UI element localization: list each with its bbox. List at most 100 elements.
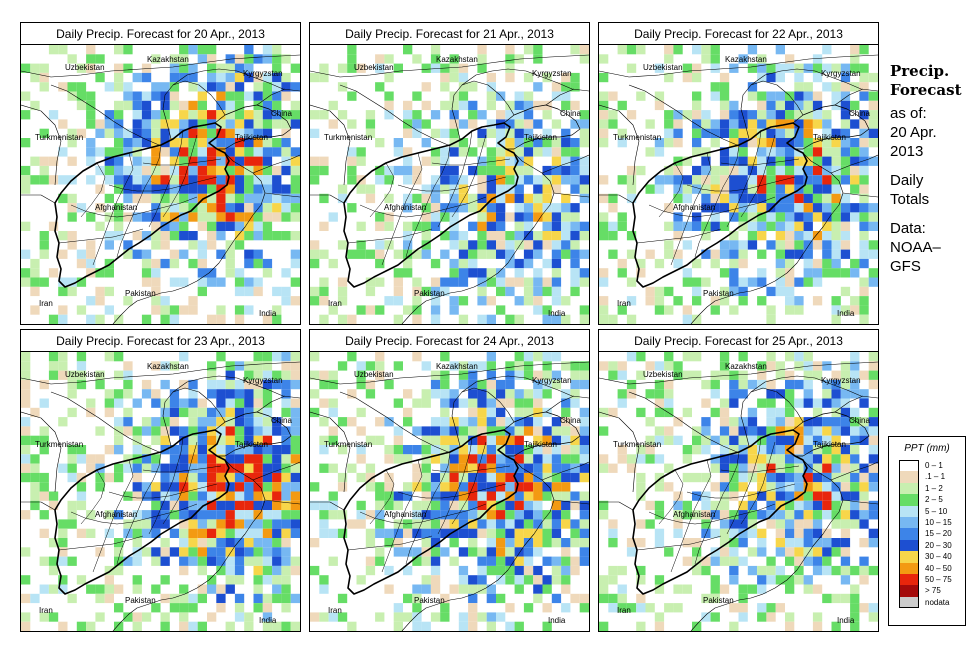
precip-cell: [95, 184, 105, 194]
precip-cell: [570, 556, 580, 566]
precip-cell: [738, 175, 748, 185]
precip-cell: [365, 556, 376, 566]
precip-cell: [188, 547, 198, 557]
precip-cell: [225, 203, 235, 213]
precip-cell: [337, 593, 348, 604]
precip-cell: [253, 491, 263, 501]
country-label-pakistan: Pakistan: [414, 596, 445, 605]
precip-cell: [682, 221, 692, 231]
precip-cell: [570, 454, 580, 464]
precip-cell: [290, 361, 300, 371]
precip-cell: [48, 612, 59, 622]
precip-cell: [505, 510, 515, 520]
precip-cell: [682, 175, 692, 185]
precip-cell: [169, 528, 180, 538]
precip-cell: [477, 240, 487, 250]
precip-cell: [496, 128, 506, 138]
precip-cell: [636, 472, 646, 483]
precip-cell: [785, 277, 795, 287]
legend-swatch: [899, 596, 919, 609]
precip-cell: [76, 361, 87, 371]
precip-cell: [561, 212, 571, 222]
country-border: [21, 88, 300, 204]
precip-cell: [440, 249, 450, 259]
precip-cell: [579, 221, 589, 231]
precip-cell: [868, 500, 878, 511]
precip-cell: [477, 314, 487, 324]
precip-cell: [290, 472, 300, 483]
precip-cell: [831, 398, 841, 408]
precip-cell: [468, 491, 478, 501]
precip-cell: [179, 510, 189, 520]
precip-cell: [840, 510, 851, 520]
precip-cell: [673, 165, 683, 176]
precip-cell: [197, 184, 207, 194]
precip-cell: [67, 519, 77, 529]
precip-cell: [803, 268, 813, 278]
precip-cell: [664, 547, 674, 557]
precip-cell: [738, 258, 748, 269]
precip-cell: [533, 547, 543, 557]
precip-cell: [664, 240, 674, 250]
precip-cell: [421, 584, 431, 594]
precip-cell: [67, 203, 77, 213]
legend-swatch: [899, 460, 919, 472]
precip-cell: [692, 510, 702, 520]
precip-cell: [775, 538, 785, 548]
precip-cell: [561, 231, 571, 241]
precip-cell: [179, 305, 189, 315]
precip-cell: [673, 435, 683, 445]
precip-cell: [523, 119, 534, 129]
precip-cell: [486, 407, 496, 418]
precip-cell: [840, 472, 851, 483]
precip-cell: [551, 175, 562, 185]
precip-cell: [486, 370, 496, 380]
country-border: [461, 68, 589, 92]
precip-cell: [132, 584, 142, 594]
precip-cell: [673, 603, 683, 613]
precip-cell: [766, 426, 776, 436]
side-data-line3: GFS: [890, 258, 921, 275]
precip-cell: [664, 54, 674, 64]
precip-cell: [775, 286, 785, 297]
panel-title: Daily Precip. Forecast for 20 Apr., 2013: [21, 23, 300, 45]
precip-cell: [48, 156, 59, 166]
precip-cell: [551, 575, 562, 585]
precip-cell: [812, 165, 823, 176]
precip-cell: [486, 72, 496, 83]
precip-cell: [234, 72, 245, 83]
precip-cell: [253, 54, 263, 64]
precip-cell: [169, 82, 180, 92]
precip-cell: [114, 352, 124, 362]
country-label-kyrgyzstan: Kyrgyzstan: [243, 69, 283, 78]
precip-cell: [169, 175, 180, 185]
precip-cell: [76, 370, 87, 380]
precip-cell: [692, 435, 702, 445]
precip-cell: [384, 454, 394, 464]
precip-cell: [319, 417, 329, 427]
precip-cell: [608, 193, 618, 204]
precip-cell: [319, 584, 329, 594]
precip-cell: [197, 119, 207, 129]
precip-cell: [188, 258, 198, 269]
precip-cell: [468, 165, 478, 176]
precip-cell: [747, 91, 758, 101]
precip-cell: [822, 556, 832, 566]
precip-cell: [542, 352, 552, 362]
precip-cell: [207, 612, 217, 622]
precip-cell: [123, 379, 133, 390]
precip-cell: [859, 82, 869, 92]
precip-cell: [579, 426, 589, 436]
country-label-uzbekistan: Uzbekistan: [643, 370, 683, 379]
precip-cell: [608, 593, 618, 604]
precip-cell: [207, 156, 217, 166]
precip-cell: [692, 352, 702, 362]
precip-cell: [682, 268, 692, 278]
country-label-china: China: [849, 109, 870, 118]
precip-cell: [281, 203, 291, 213]
precip-cell: [225, 165, 235, 176]
precip-cell: [197, 286, 207, 297]
precip-cell: [21, 547, 31, 557]
precip-cell: [234, 454, 245, 464]
precip-cell: [757, 603, 767, 613]
